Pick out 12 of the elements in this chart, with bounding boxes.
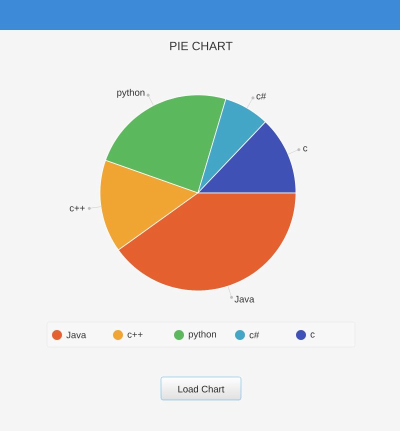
chart-title: PIE CHART [170, 42, 233, 50]
slice-label: c++ [70, 206, 85, 212]
slice-label: c# [256, 92, 266, 100]
legend-label: python [188, 330, 216, 340]
slice-label: Java [234, 296, 254, 303]
legend-label: c# [250, 332, 260, 338]
legend-label: c++ [128, 332, 143, 338]
text: Load Chart [178, 386, 224, 392]
slice-label: python [117, 88, 144, 98]
legend-label: c [310, 332, 315, 338]
slice-label: c [303, 146, 308, 152]
legend-label: Java [66, 332, 86, 338]
